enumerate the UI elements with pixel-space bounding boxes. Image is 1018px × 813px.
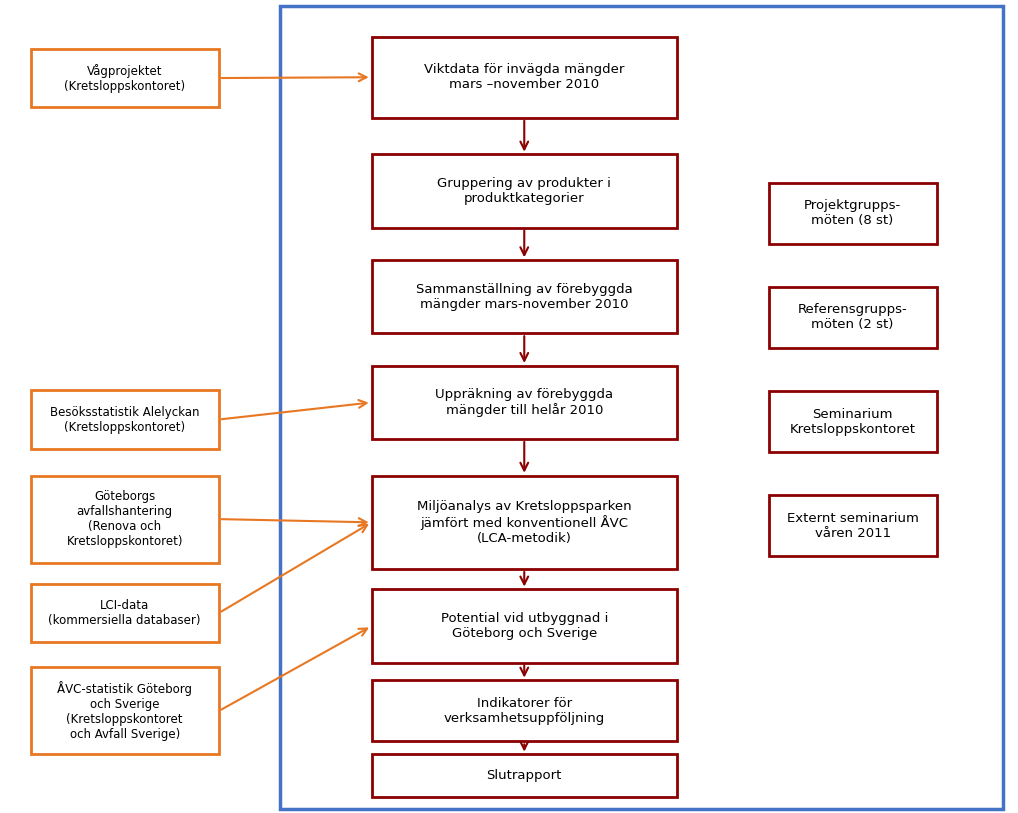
FancyBboxPatch shape [769,391,937,452]
Text: Viktdata för invägda mängder
mars –november 2010: Viktdata för invägda mängder mars –novem… [425,63,624,91]
Text: ÅVC-statistik Göteborg
och Sverige
(Kretsloppskontoret
och Avfall Sverige): ÅVC-statistik Göteborg och Sverige (Kret… [57,681,192,741]
FancyBboxPatch shape [372,154,677,228]
Text: Uppräkning av förebyggda
mängder till helår 2010: Uppräkning av förebyggda mängder till he… [436,388,613,417]
FancyBboxPatch shape [769,287,937,348]
Text: Göteborgs
avfallshantering
(Renova och
Kretsloppskontoret): Göteborgs avfallshantering (Renova och K… [66,490,183,548]
Text: Besöksstatistik Alelyckan
(Kretsloppskontoret): Besöksstatistik Alelyckan (Kretsloppskon… [50,406,200,433]
FancyBboxPatch shape [280,6,1003,809]
Text: Referensgrupps-
möten (2 st): Referensgrupps- möten (2 st) [798,303,907,332]
Text: Seminarium
Kretsloppskontoret: Seminarium Kretsloppskontoret [790,407,915,436]
Text: Potential vid utbyggnad i
Göteborg och Sverige: Potential vid utbyggnad i Göteborg och S… [441,612,608,640]
FancyBboxPatch shape [31,667,219,754]
Text: Indikatorer för
verksamhetsuppföljning: Indikatorer för verksamhetsuppföljning [444,697,605,725]
FancyBboxPatch shape [769,183,937,244]
Text: Projektgrupps-
möten (8 st): Projektgrupps- möten (8 st) [804,199,901,228]
Text: Externt seminarium
våren 2011: Externt seminarium våren 2011 [787,511,918,540]
Text: Vågprojektet
(Kretsloppskontoret): Vågprojektet (Kretsloppskontoret) [64,63,185,93]
Text: LCI-data
(kommersiella databaser): LCI-data (kommersiella databaser) [49,599,201,627]
FancyBboxPatch shape [372,37,677,118]
FancyBboxPatch shape [372,589,677,663]
Text: Miljöanalys av Kretsloppsparken
jämfört med konventionell ÅVC
(LCA-metodik): Miljöanalys av Kretsloppsparken jämfört … [417,500,631,545]
FancyBboxPatch shape [372,366,677,439]
Text: Gruppering av produkter i
produktkategorier: Gruppering av produkter i produktkategor… [438,177,611,205]
FancyBboxPatch shape [31,584,219,642]
FancyBboxPatch shape [769,495,937,556]
FancyBboxPatch shape [372,754,677,797]
FancyBboxPatch shape [372,476,677,569]
FancyBboxPatch shape [31,390,219,449]
Text: Slutrapport: Slutrapport [487,769,562,782]
FancyBboxPatch shape [372,680,677,741]
Text: Sammanställning av förebyggda
mängder mars-november 2010: Sammanställning av förebyggda mängder ma… [416,283,632,311]
FancyBboxPatch shape [31,49,219,107]
FancyBboxPatch shape [372,260,677,333]
FancyBboxPatch shape [31,476,219,563]
